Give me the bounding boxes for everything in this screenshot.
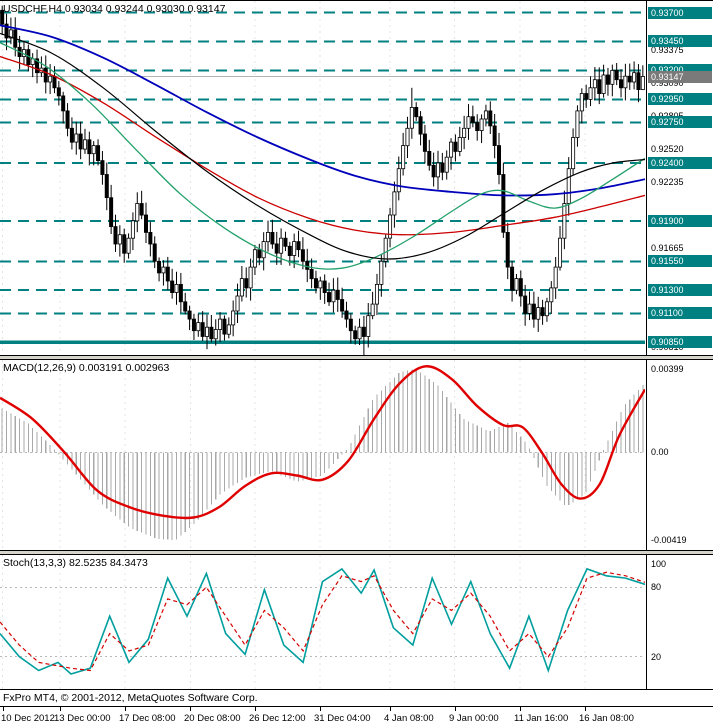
ma-red [0, 55, 645, 236]
copyright-text: FxPro MT4, © 2001-2012, MetaQuotes Softw… [0, 690, 713, 707]
macd-histogram [1, 369, 644, 541]
price-chart-panel: USDCHF,H4 0.93034 0.93244 0.93030 0.9314… [0, 0, 713, 356]
time-label: 31 Dec 04:00 [314, 713, 371, 724]
price-level-label: 0.91550 [648, 255, 712, 267]
stochastic-chart-canvas[interactable] [0, 555, 645, 689]
price-level-label: 0.93450 [648, 35, 712, 47]
price-level-label: 0.91900 [648, 215, 712, 227]
time-tick [455, 707, 456, 711]
time-tick [190, 707, 191, 711]
candles-layer [0, 5, 645, 355]
time-axis[interactable]: 10 Dec 2012 13 Dec 00:00 17 Dec 08:00 20 De… [0, 707, 713, 728]
price-level-label: 0.91300 [648, 284, 712, 296]
time-tick [390, 707, 391, 711]
time-label: 13 Dec 00:00 [54, 713, 111, 724]
chart-footer: FxPro MT4, © 2001-2012, MetaQuotes Softw… [0, 690, 713, 728]
macd-indicator-panel: MACD(12,26,9) 0.003191 0.002963 0.00399 0… [0, 359, 713, 551]
time-tick [125, 707, 126, 711]
current-price-label: 0.93147 [648, 71, 712, 83]
scale-tick-label: 0.93375 [651, 45, 684, 55]
stoch-d-line [0, 571, 645, 672]
time-tick [320, 707, 321, 711]
time-tick [3, 707, 4, 711]
price-level-label: 0.90850 [648, 336, 712, 348]
time-label: 10 Dec 2012 [1, 713, 55, 724]
time-label: 16 Jan 08:00 [579, 713, 634, 724]
stoch-k-line [0, 567, 645, 675]
ma-black [0, 32, 645, 260]
price-chart-canvas[interactable] [0, 1, 645, 355]
macd-chart-canvas[interactable] [0, 360, 645, 550]
price-level-label: 0.91100 [648, 307, 712, 319]
time-label: 11 Jan 16:00 [514, 713, 569, 724]
symbol-ohlc-label: USDCHF,H4 0.93034 0.93244 0.93030 0.9314… [3, 3, 226, 15]
time-label: 17 Dec 08:00 [119, 713, 176, 724]
price-level-label: 0.93700 [648, 7, 712, 19]
scale-tick-label: 0.92235 [651, 177, 684, 187]
time-tick [60, 707, 61, 711]
scale-tick-label: -0.00419 [651, 535, 687, 545]
scale-tick-label: 80 [651, 582, 662, 592]
time-label: 26 Dec 12:00 [249, 713, 306, 724]
time-label: 9 Jan 00:00 [449, 713, 499, 724]
panel-separator-1[interactable] [0, 356, 713, 359]
macd-signal-line [0, 365, 645, 520]
scale-tick-label: 0.00 [651, 447, 669, 457]
time-tick [255, 707, 256, 711]
price-level-label: 0.92400 [648, 157, 712, 169]
time-tick [585, 707, 586, 711]
macd-indicator-label: MACD(12,26,9) 0.003191 0.002963 [3, 362, 170, 374]
ma-blue [0, 24, 645, 197]
price-scale[interactable]: 0.933750.930900.928050.925200.922350.916… [646, 1, 713, 355]
time-tick [520, 707, 521, 711]
price-level-label: 0.92750 [648, 116, 712, 128]
scale-tick-label: 0.92520 [651, 144, 684, 154]
stochastic-indicator-panel: Stoch(13,3,3) 82.5235 84.3473 100 80 20 [0, 554, 713, 690]
macd-scale[interactable]: 0.00399 0.00 -0.00419 [646, 360, 713, 550]
time-label: 4 Jan 08:00 [384, 713, 434, 724]
scale-tick-label: 0.00399 [651, 364, 684, 374]
scale-tick-label: 100 [651, 559, 667, 569]
scale-tick-label: 0.93090 [651, 78, 684, 88]
price-level-label: 0.92950 [648, 93, 712, 105]
stochastic-indicator-label: Stoch(13,3,3) 82.5235 84.3473 [3, 557, 148, 569]
scale-tick-label: 0.91665 [651, 243, 684, 253]
panel-separator-2[interactable] [0, 551, 713, 554]
stochastic-scale[interactable]: 100 80 20 [646, 555, 713, 689]
scale-tick-label: 20 [651, 652, 662, 662]
time-label: 20 Dec 08:00 [184, 713, 241, 724]
